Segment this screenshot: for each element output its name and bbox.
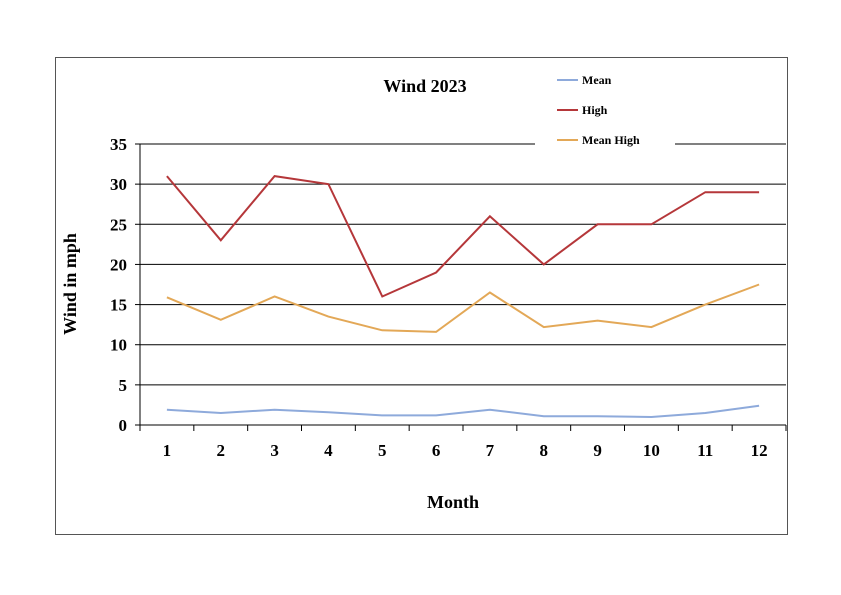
y-tick-label-0: 0 bbox=[119, 416, 128, 435]
x-tick-label-9: 9 bbox=[593, 441, 602, 460]
series-line-mean-high bbox=[166, 283, 760, 333]
y-axis-label: Wind in mph bbox=[60, 233, 80, 335]
legend-label-high: High bbox=[582, 103, 608, 117]
x-tick-label-3: 3 bbox=[270, 441, 279, 460]
legend-label-mean-high: Mean High bbox=[582, 133, 640, 147]
x-tick-label-1: 1 bbox=[163, 441, 172, 460]
x-tick-label-10: 10 bbox=[643, 441, 660, 460]
series-line-mean bbox=[166, 404, 760, 419]
y-tick-label-20: 20 bbox=[110, 255, 127, 274]
y-tick-label-5: 5 bbox=[119, 376, 128, 395]
x-tick-label-4: 4 bbox=[324, 441, 333, 460]
x-tick-label-6: 6 bbox=[432, 441, 441, 460]
x-tick-label-11: 11 bbox=[697, 441, 713, 460]
series-lines bbox=[166, 175, 760, 419]
y-tick-label-25: 25 bbox=[110, 215, 127, 234]
axes bbox=[135, 143, 787, 431]
series-line-high bbox=[166, 175, 760, 298]
y-tick-label-30: 30 bbox=[110, 175, 127, 194]
x-tick-label-2: 2 bbox=[217, 441, 226, 460]
legend-label-mean: Mean bbox=[582, 73, 612, 87]
y-tick-label-35: 35 bbox=[110, 135, 127, 154]
x-tick-label-8: 8 bbox=[540, 441, 549, 460]
chart-title: Wind 2023 bbox=[383, 76, 466, 96]
x-tick-label-7: 7 bbox=[486, 441, 495, 460]
y-tick-label-15: 15 bbox=[110, 296, 127, 315]
gridlines bbox=[140, 143, 786, 386]
x-tick-label-5: 5 bbox=[378, 441, 387, 460]
y-tick-label-10: 10 bbox=[110, 336, 127, 355]
legend: Mean High Mean High bbox=[557, 73, 640, 147]
legend-background bbox=[535, 65, 675, 147]
x-axis-label: Month bbox=[427, 492, 479, 512]
x-tick-label-12: 12 bbox=[751, 441, 768, 460]
